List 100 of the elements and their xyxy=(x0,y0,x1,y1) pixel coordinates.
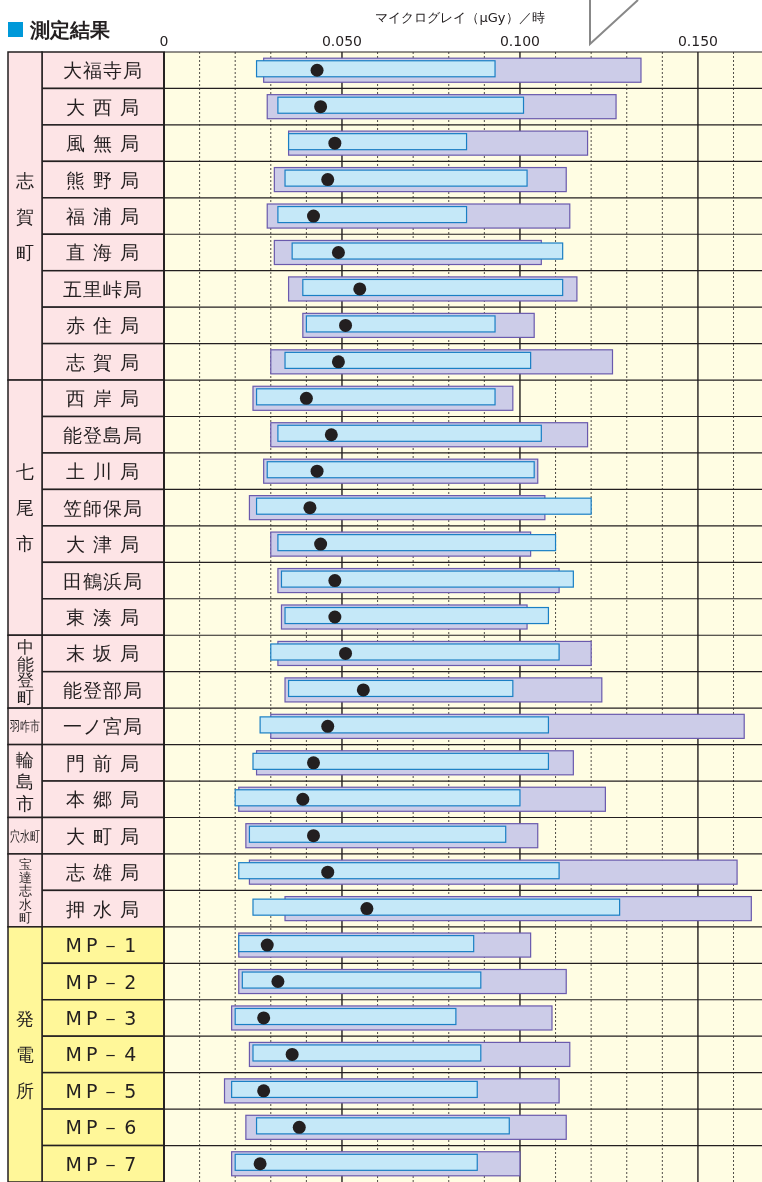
y-tick-label: 笠師保局 xyxy=(63,496,143,519)
bar xyxy=(252,752,550,770)
x-axis-title: マイクログレイ（μGy）／時 xyxy=(375,10,545,25)
bar xyxy=(284,351,532,369)
y-tick-label: MP－1 xyxy=(65,934,141,957)
point xyxy=(253,1157,267,1171)
bar xyxy=(234,1153,478,1171)
bar xyxy=(277,205,468,224)
text: 宝達志水町 xyxy=(18,856,32,926)
point xyxy=(324,428,338,442)
point xyxy=(257,1084,271,1098)
point xyxy=(314,537,328,551)
text: 輪島市 xyxy=(16,748,34,815)
bar xyxy=(238,862,560,880)
point xyxy=(339,646,353,660)
point xyxy=(307,756,320,770)
y-tick-label: MP－3 xyxy=(65,1006,141,1029)
point xyxy=(260,938,274,952)
text: 発電所 xyxy=(16,1008,34,1102)
point xyxy=(257,1011,271,1025)
y-tick-label: 大福寺局 xyxy=(63,59,143,82)
point xyxy=(331,355,345,369)
bar xyxy=(270,643,560,661)
point xyxy=(285,1047,299,1061)
y-tick-label: 一ノ宮局 xyxy=(63,715,143,738)
y-tick-label: 田鶴浜局 xyxy=(63,569,143,592)
y-tick-label: MP－5 xyxy=(65,1079,141,1102)
y-tick-label: 大 津 局 xyxy=(65,533,141,556)
bar xyxy=(287,133,468,151)
point xyxy=(314,100,328,114)
x-tick-label: 0.100 xyxy=(499,33,540,49)
bar xyxy=(252,1044,482,1062)
point xyxy=(356,683,370,697)
y-tick-label: MP－7 xyxy=(65,1152,141,1175)
bar xyxy=(287,679,514,698)
y-tick-label: 押 水 局 xyxy=(65,897,141,920)
point xyxy=(328,574,342,588)
bar xyxy=(231,1080,478,1099)
y-tick-label: 門 前 局 xyxy=(65,751,141,774)
y-tick-label: MP－6 xyxy=(65,1116,141,1139)
point xyxy=(307,829,320,843)
y-tick-label: 志 雄 局 xyxy=(65,861,141,884)
point xyxy=(321,865,335,879)
y-tick-label: 風 無 局 xyxy=(65,132,141,155)
point xyxy=(303,501,317,515)
y-tick-label: 能登島局 xyxy=(63,423,143,446)
bar xyxy=(255,388,496,406)
bar xyxy=(238,934,475,953)
bar xyxy=(277,96,525,114)
point xyxy=(321,719,335,733)
bar xyxy=(302,278,564,297)
x-tick-label: 0.150 xyxy=(677,33,718,49)
bar xyxy=(277,424,542,442)
bar xyxy=(234,789,521,807)
bar xyxy=(248,825,507,843)
bar xyxy=(255,1117,510,1135)
y-tick-label: 福 浦 局 xyxy=(65,205,141,228)
text: 羽咋市 xyxy=(9,718,52,735)
y-tick-label: 志 賀 局 xyxy=(65,350,141,373)
y-tick-label: 土 川 局 xyxy=(65,460,141,483)
y-tick-label: 五里峠局 xyxy=(63,277,143,300)
point xyxy=(353,282,367,296)
bar xyxy=(259,716,550,734)
text: 穴水町 xyxy=(10,827,52,844)
point xyxy=(339,318,353,332)
bar xyxy=(241,971,482,989)
y-tick-label: 大 町 局 xyxy=(65,824,141,847)
x-tick-label: 0.050 xyxy=(321,33,363,49)
bar xyxy=(305,315,496,333)
y-tick-label: 赤 住 局 xyxy=(65,314,141,337)
bar xyxy=(284,606,550,625)
bar xyxy=(255,497,592,515)
bar xyxy=(255,60,496,78)
y-tick-label: 本 郷 局 xyxy=(65,788,141,811)
y-tick-label: 西 岸 局 xyxy=(65,387,141,410)
point xyxy=(271,975,285,989)
y-tick-label: 大 西 局 xyxy=(65,95,141,118)
point xyxy=(310,464,324,478)
point xyxy=(328,136,342,150)
point xyxy=(296,792,310,806)
y-tick-label: 末 坂 局 xyxy=(65,642,141,665)
bar xyxy=(277,534,557,552)
point xyxy=(328,610,342,624)
y-tick-label: 直 海 局 xyxy=(65,241,141,264)
point xyxy=(292,1120,306,1134)
bar xyxy=(291,242,564,260)
text: 中能登町 xyxy=(16,636,34,708)
y-tick-label: 熊 野 局 xyxy=(65,168,141,191)
x-tick-label: 0 xyxy=(159,33,169,49)
point xyxy=(310,63,324,77)
text: 志賀町 xyxy=(16,169,34,263)
bar xyxy=(284,169,528,187)
point xyxy=(331,245,345,259)
y-tick-label: 能登部局 xyxy=(63,678,143,701)
y-tick-label: MP－2 xyxy=(65,970,141,993)
y-tick-label: MP－4 xyxy=(65,1043,141,1066)
point xyxy=(360,902,374,916)
point xyxy=(299,391,313,405)
text: 七尾市 xyxy=(16,461,34,555)
y-tick-label: 東 湊 局 xyxy=(65,606,141,628)
